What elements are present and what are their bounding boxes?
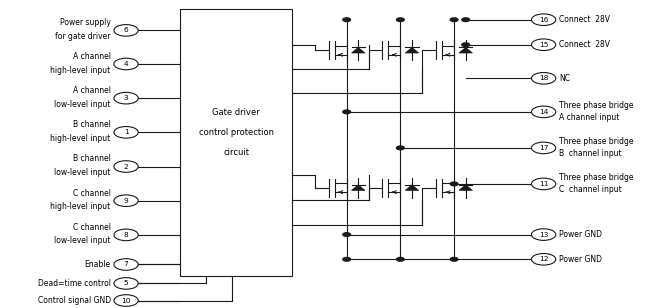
Text: C channel: C channel xyxy=(73,188,111,197)
Text: Power supply: Power supply xyxy=(60,18,111,27)
Text: Three phase bridge: Three phase bridge xyxy=(559,137,634,146)
Text: Power GND: Power GND xyxy=(559,230,602,239)
Circle shape xyxy=(451,18,458,22)
Text: high-level input: high-level input xyxy=(50,202,111,211)
Circle shape xyxy=(396,146,404,150)
Circle shape xyxy=(451,257,458,261)
Circle shape xyxy=(451,182,458,186)
Text: 8: 8 xyxy=(124,232,128,238)
Circle shape xyxy=(462,18,469,22)
Text: control protection: control protection xyxy=(199,128,274,137)
Circle shape xyxy=(343,110,351,114)
Text: B channel: B channel xyxy=(73,120,111,129)
Text: 10: 10 xyxy=(121,298,131,303)
Text: Dead=time control: Dead=time control xyxy=(38,279,111,288)
Text: low-level input: low-level input xyxy=(54,100,111,109)
Circle shape xyxy=(343,257,351,261)
Polygon shape xyxy=(351,47,365,53)
Text: A channel input: A channel input xyxy=(559,113,619,122)
Text: Three phase bridge: Three phase bridge xyxy=(559,101,634,110)
Text: 1: 1 xyxy=(124,129,128,135)
Text: Connect  28V: Connect 28V xyxy=(559,40,610,49)
Text: circuit: circuit xyxy=(223,148,249,157)
Polygon shape xyxy=(406,185,419,190)
Text: 7: 7 xyxy=(124,261,128,267)
Polygon shape xyxy=(351,185,365,190)
Text: Control signal GND: Control signal GND xyxy=(38,296,111,305)
Circle shape xyxy=(396,18,404,22)
Text: 11: 11 xyxy=(539,181,548,187)
Text: 15: 15 xyxy=(539,42,548,48)
Text: A channel: A channel xyxy=(73,52,111,61)
Polygon shape xyxy=(459,47,473,53)
Text: 17: 17 xyxy=(539,145,548,151)
Text: NC: NC xyxy=(559,74,570,83)
Text: 5: 5 xyxy=(124,280,128,286)
Text: high-level input: high-level input xyxy=(50,66,111,75)
Text: B channel: B channel xyxy=(73,154,111,163)
Text: Connect  28V: Connect 28V xyxy=(559,15,610,24)
Text: 18: 18 xyxy=(539,75,548,81)
Text: 13: 13 xyxy=(539,232,548,237)
Text: A channel: A channel xyxy=(73,86,111,95)
Bar xyxy=(181,9,292,276)
Text: low-level input: low-level input xyxy=(54,237,111,245)
Circle shape xyxy=(343,233,351,237)
Text: 4: 4 xyxy=(124,61,128,67)
Circle shape xyxy=(396,257,404,261)
Text: 12: 12 xyxy=(539,256,548,262)
Circle shape xyxy=(462,43,469,47)
Text: C channel: C channel xyxy=(73,223,111,232)
Text: B  channel input: B channel input xyxy=(559,149,621,158)
Text: for gate driver: for gate driver xyxy=(55,32,111,41)
Text: 6: 6 xyxy=(124,27,128,33)
Text: Power GND: Power GND xyxy=(559,255,602,264)
Text: 3: 3 xyxy=(124,95,128,101)
Text: 14: 14 xyxy=(539,109,548,115)
Text: low-level input: low-level input xyxy=(54,168,111,177)
Text: Three phase bridge: Three phase bridge xyxy=(559,173,634,182)
Polygon shape xyxy=(406,47,419,53)
Text: 16: 16 xyxy=(539,17,548,23)
Text: Gate driver: Gate driver xyxy=(212,108,260,117)
Circle shape xyxy=(343,18,351,22)
Text: 2: 2 xyxy=(124,164,128,169)
Text: high-level input: high-level input xyxy=(50,134,111,143)
Polygon shape xyxy=(459,185,473,190)
Text: 9: 9 xyxy=(124,198,128,204)
Text: C  channel input: C channel input xyxy=(559,185,622,194)
Text: Enable: Enable xyxy=(85,260,111,269)
